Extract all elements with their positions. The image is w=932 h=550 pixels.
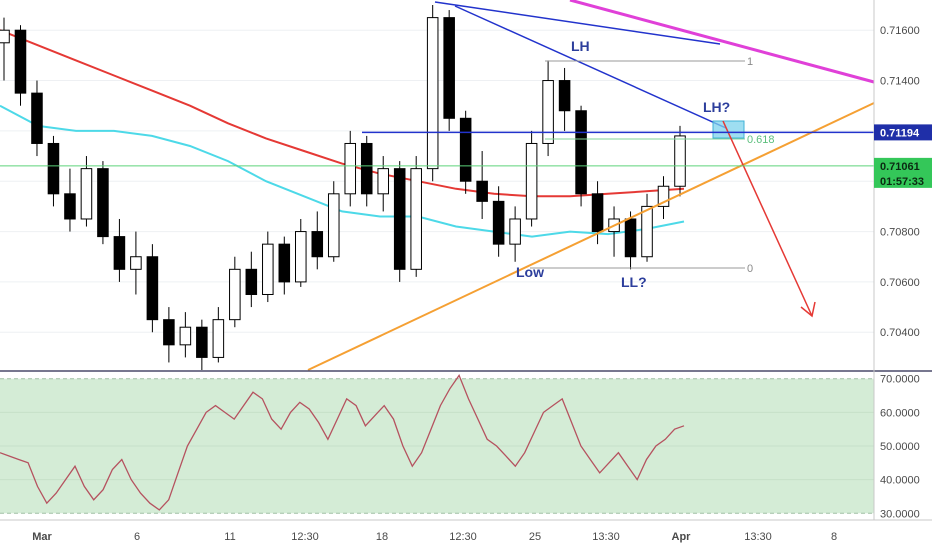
time-tick-label: 18 [376,531,388,543]
target-zone-box[interactable] [712,120,745,139]
candle[interactable] [624,218,637,258]
countdown-tag-text: 01:57:33 [880,176,924,188]
candle[interactable] [344,142,357,195]
candle[interactable] [163,319,175,346]
drawings[interactable]: LH LH? Low LL? 1 0.618 0 [307,0,875,371]
moving-averages [0,29,685,238]
candle[interactable] [641,205,653,258]
candle[interactable] [212,319,225,358]
candlesticks[interactable] [0,5,686,370]
rsi-tick-label: 50.0000 [880,441,920,453]
candle[interactable] [542,80,554,144]
rsi-tick-label: 60.0000 [880,407,920,419]
candle[interactable] [311,231,324,258]
candle[interactable] [295,231,307,283]
current-tag: 0.71061 01:57:33 [874,157,932,188]
candle[interactable] [509,218,521,245]
time-tick-label: 11 [224,531,235,543]
candle[interactable] [558,80,571,112]
time-tick-label: 6 [134,531,140,543]
candle[interactable] [426,17,439,170]
candle[interactable] [97,168,109,238]
time-tick-label: 12:30 [291,531,319,543]
candle[interactable] [113,236,126,270]
candle[interactable] [591,193,604,233]
candle[interactable] [80,168,93,220]
candle[interactable] [130,256,142,270]
candle[interactable] [674,135,686,187]
candle[interactable] [443,17,455,119]
time-tick-label: 13:30 [592,531,620,543]
candle[interactable] [179,326,192,346]
price-tick-label: 0.70600 [880,277,920,289]
candle[interactable] [327,193,340,258]
candle[interactable] [377,168,389,195]
red-moving-average[interactable] [0,29,685,198]
current-price-tag-text: 0.71061 [880,161,920,173]
candle[interactable] [476,180,488,202]
low-label: Low [516,264,544,280]
candle[interactable] [47,142,60,195]
candle[interactable] [393,168,406,270]
candle[interactable] [360,142,373,195]
cyan-moving-average[interactable] [0,104,685,238]
price-tick-label: 0.70800 [880,227,920,239]
candle[interactable] [0,29,10,44]
rsi-tick-label: 40.0000 [880,475,920,487]
time-tick-label: 12:30 [449,531,477,543]
projection-arrow-line[interactable] [722,120,813,317]
support-trend-line[interactable] [307,102,875,371]
time-tick-label: Mar [32,531,52,543]
rsi-line[interactable] [0,374,685,511]
candle[interactable] [657,185,670,207]
candle[interactable] [146,256,159,321]
rsi-tick-label: 30.0000 [880,508,920,520]
lh2-label: LH? [703,99,730,115]
rsi-grid [0,378,874,514]
price-tick-label: 0.71400 [880,76,920,88]
upper-trend-line[interactable] [434,1,721,45]
time-tick-label: 8 [831,531,837,543]
candle[interactable] [459,117,472,182]
rsi-axis[interactable]: 70.0000 60.0000 50.0000 40.0000 30.0000 [880,374,920,521]
time-tick-label: 13:30 [744,531,772,543]
price-tick-label: 0.71600 [880,25,920,37]
lower-high-trend-line[interactable] [454,5,727,129]
fib-0-label: 0 [747,263,753,275]
time-axis[interactable]: Mar 6 11 12:30 18 12:30 25 13:30 Apr 13:30 8 [32,531,837,543]
candle[interactable] [262,243,274,295]
fib-1-label: 1 [747,56,753,68]
candle[interactable] [525,142,538,220]
price-tick-label: 0.70400 [880,327,920,339]
candle[interactable] [14,29,27,94]
candle[interactable] [492,200,505,245]
price-tag-text: 0.71194 [880,127,920,139]
candle[interactable] [196,326,208,358]
magenta-trend-line[interactable] [569,0,875,84]
lh-label: LH [571,38,590,54]
candle[interactable] [31,92,43,144]
candle[interactable] [410,168,422,270]
candle[interactable] [64,193,76,220]
time-tick-label: 25 [529,531,541,543]
candle[interactable] [575,110,587,195]
rsi-tick-label: 70.0000 [880,374,920,386]
candle[interactable] [245,268,258,295]
fib-618-label: 0.618 [747,134,775,146]
ll-label: LL? [621,274,647,290]
price-tag: 0.71194 [874,124,932,141]
candle[interactable] [278,243,291,283]
candle[interactable] [229,268,241,321]
time-tick-label: Apr [672,531,692,543]
projection-arrow-head [800,301,816,318]
